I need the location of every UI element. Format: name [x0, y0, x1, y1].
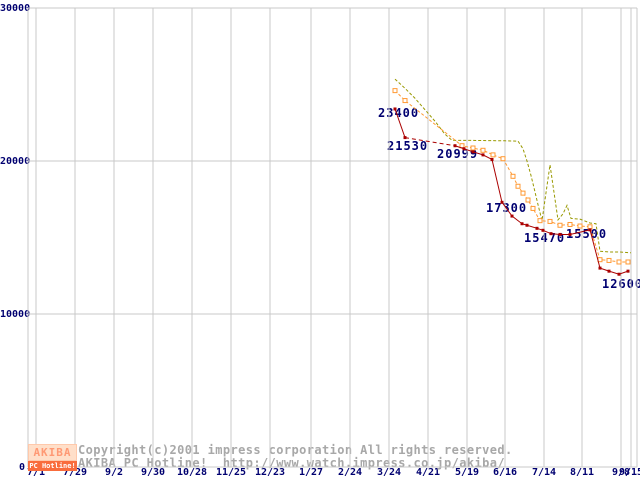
orange-dashed-line-marker	[567, 221, 573, 227]
orange-dashed-line-marker	[597, 257, 603, 263]
price-label: 21530	[387, 139, 429, 153]
orange-dashed-line-marker	[392, 88, 398, 94]
orange-dashed-line-marker	[520, 190, 526, 196]
orange-dashed-line-marker	[480, 147, 486, 153]
orange-dashed-line-marker	[606, 257, 612, 263]
x-axis-tick-label: 2/24	[337, 467, 363, 478]
orange-dashed-line-marker	[402, 98, 408, 104]
copyright-watermark-line2: AKIBA PC Hotline! http://www.watch.impre…	[78, 456, 505, 470]
x-axis-tick-label: 9/2	[104, 467, 124, 478]
orange-dashed-line-marker	[500, 156, 506, 162]
red-solid-line-marker	[481, 153, 485, 157]
akiba-logo-text: AKIBA	[28, 444, 77, 461]
orange-dashed-line-marker	[547, 218, 553, 224]
orange-dashed-line-marker	[625, 259, 631, 265]
orange-dashed-line-marker	[616, 259, 622, 265]
orange-dashed-line-marker	[537, 218, 543, 224]
y-axis-tick-label: 30000	[0, 3, 31, 14]
price-label: 20999	[437, 147, 479, 161]
red-solid-line-marker	[617, 272, 621, 276]
copyright-watermark-line1: Copyright(c)2001 impress corporation All…	[78, 443, 513, 457]
x-axis-tick-label: 6/16	[492, 467, 518, 478]
x-axis-tick-label: 9/30	[140, 467, 166, 478]
x-axis-tick-label: 9/8	[611, 467, 631, 478]
y-axis-tick-label: 0	[18, 462, 25, 473]
price-label: 15500	[566, 227, 608, 241]
x-axis-tick-label: 8/11	[569, 467, 595, 478]
red-solid-line-marker	[490, 157, 494, 161]
orange-dashed-line-marker	[515, 183, 521, 189]
y-axis-tick-label: 20000	[0, 156, 31, 167]
price-label: 23400	[378, 106, 420, 120]
x-axis-tick-label: 7/1	[26, 467, 46, 478]
red-solid-line-marker	[598, 266, 602, 270]
x-axis-tick-label: 7/14	[531, 467, 557, 478]
x-axis-tick-label: 4/21	[415, 467, 441, 478]
orange-dashed-line-marker	[490, 152, 496, 158]
pc-hotline-logo-text: PC Hotline!	[28, 461, 77, 471]
red-solid-line-marker	[626, 269, 630, 273]
price-label: 12600	[602, 277, 640, 291]
x-axis-tick-label: 7/29	[62, 467, 88, 478]
red-solid-line-marker	[510, 214, 514, 218]
x-axis-tick-label: 3/24	[376, 467, 402, 478]
x-axis-tick-label: 1/27	[298, 467, 324, 478]
y-axis-tick-label: 10000	[0, 309, 31, 320]
price-label: 17300	[486, 201, 528, 215]
x-axis-tick-label: 11/25	[215, 467, 247, 478]
x-axis-tick-label: 10/28	[176, 467, 208, 478]
x-axis-tick-label: 12/23	[254, 467, 286, 478]
x-axis-tick-label: 5/19	[454, 467, 480, 478]
orange-dashed-line-marker	[557, 222, 563, 228]
red-solid-line-marker	[607, 269, 611, 273]
price-label: 15470	[524, 231, 566, 245]
x-axis-tick-label: 9/15	[618, 467, 640, 478]
red-solid-line	[454, 145, 629, 275]
red-solid-line-marker	[525, 223, 529, 227]
orange-dashed-line-marker	[530, 205, 536, 211]
red-solid-line-marker	[520, 222, 524, 226]
red-solid-line-marker	[535, 226, 539, 230]
akiba-logo: AKIBA PC Hotline!	[28, 444, 77, 471]
orange-dashed-line-marker	[510, 173, 516, 179]
